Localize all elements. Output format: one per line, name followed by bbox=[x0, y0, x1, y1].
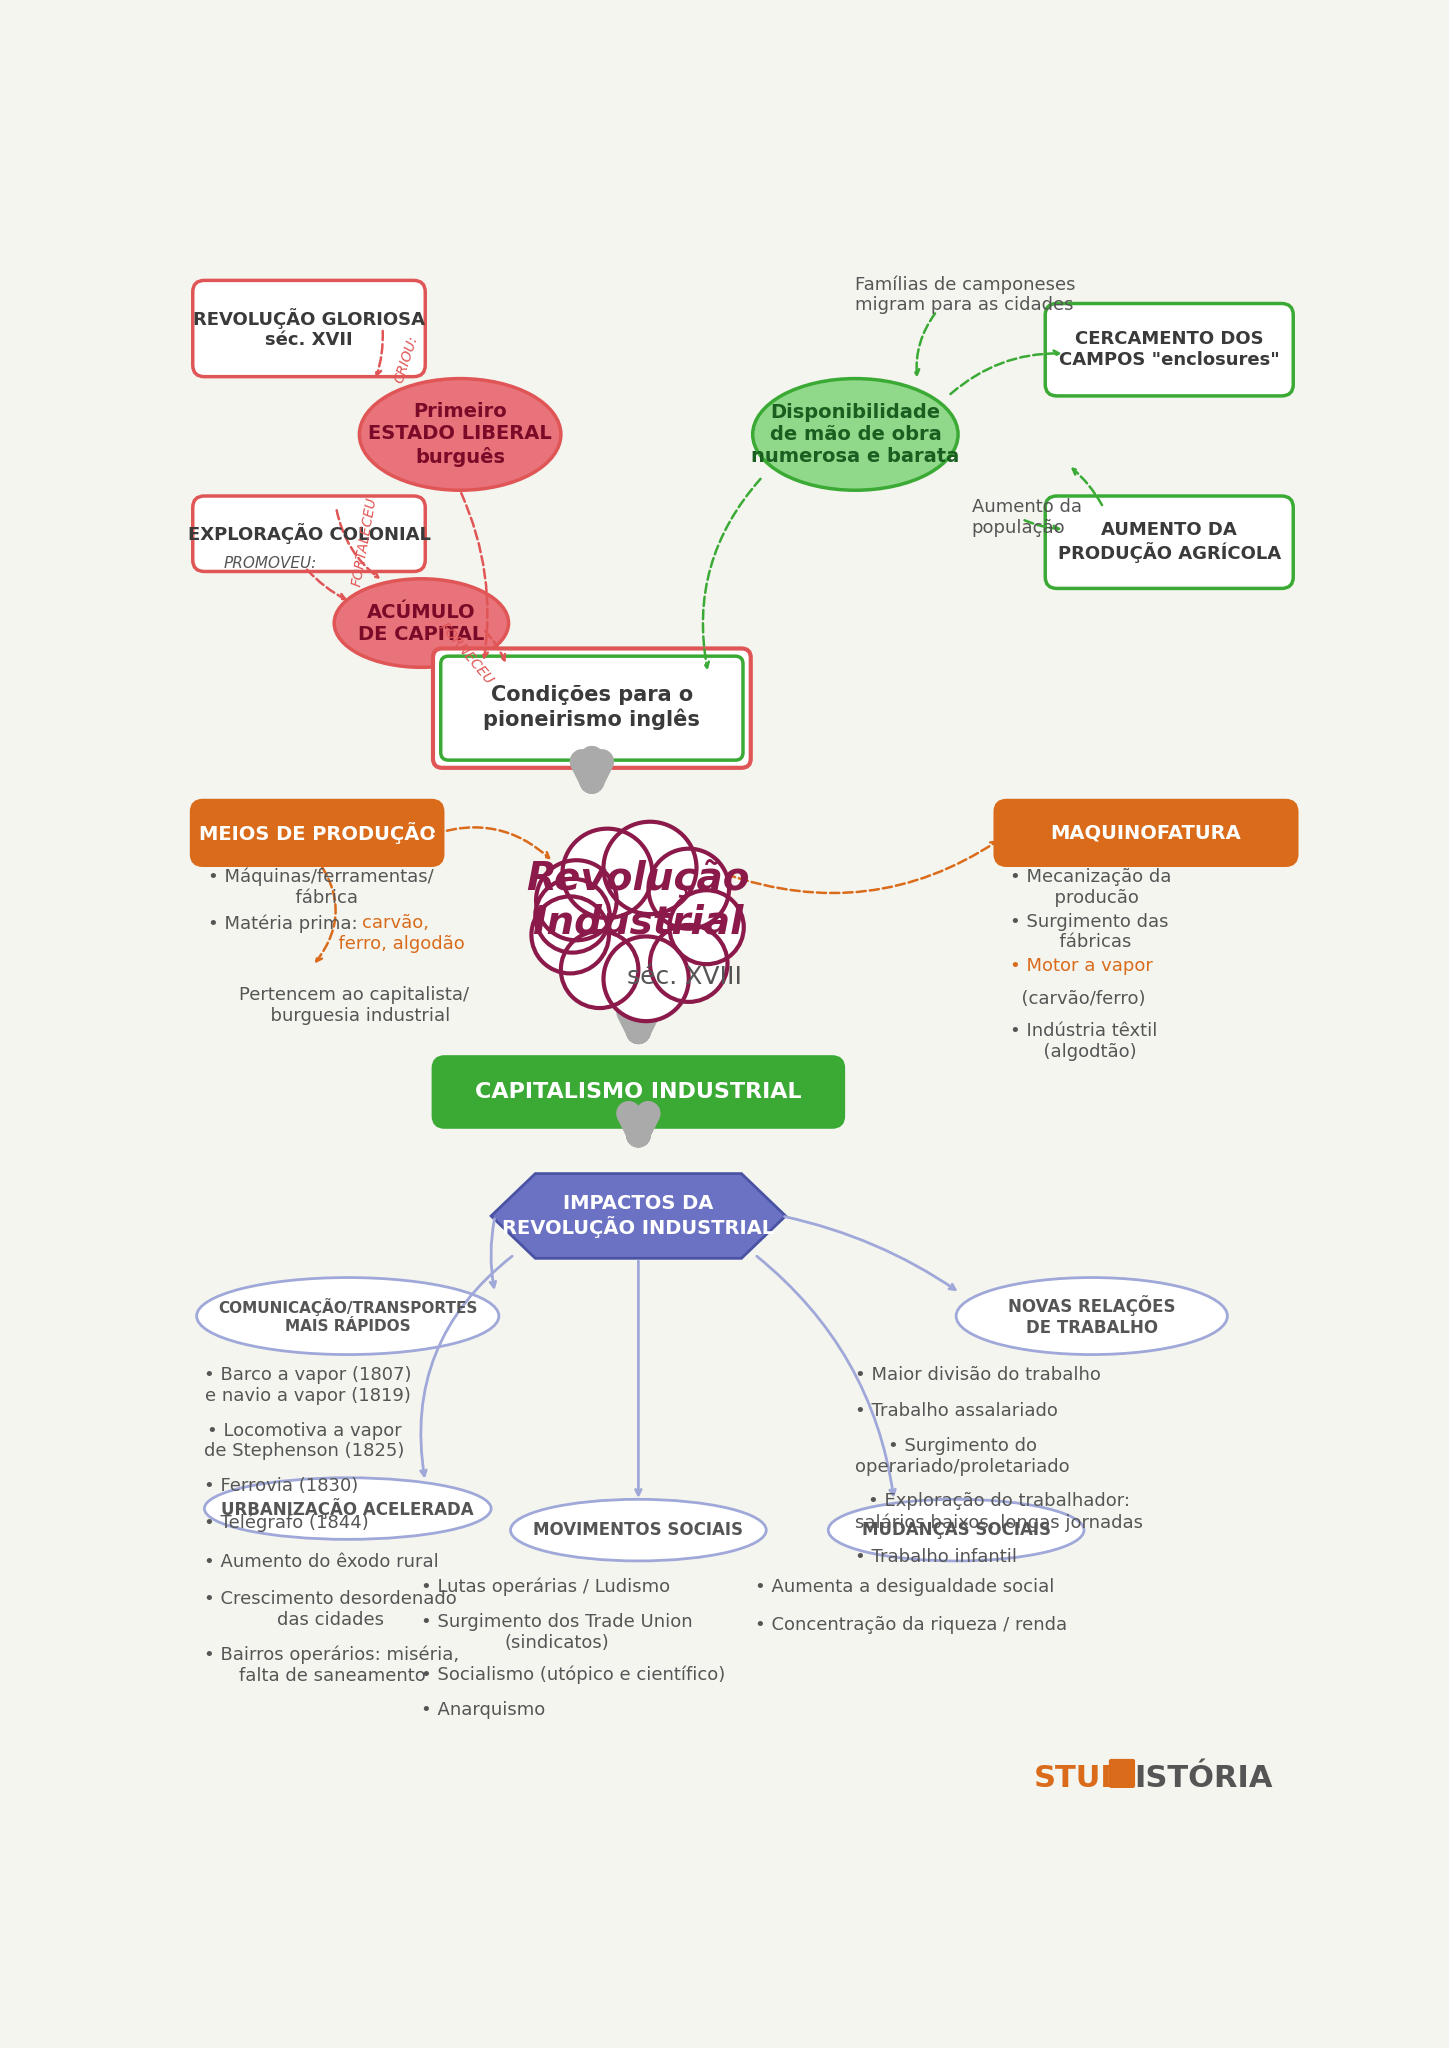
Text: IMPACTOS DA
REVOLUÇÃO INDUSTRIAL: IMPACTOS DA REVOLUÇÃO INDUSTRIAL bbox=[503, 1194, 774, 1239]
Ellipse shape bbox=[359, 379, 561, 489]
Ellipse shape bbox=[197, 1278, 498, 1354]
Circle shape bbox=[603, 821, 697, 913]
Text: EXPLORAÇÃO COLONIAL: EXPLORAÇÃO COLONIAL bbox=[187, 522, 430, 545]
Circle shape bbox=[669, 891, 743, 965]
Text: MEIOS DE PRODUÇÃO: MEIOS DE PRODUÇÃO bbox=[199, 821, 436, 844]
Text: REVOLUÇÃO GLORIOSA
séc. XVII: REVOLUÇÃO GLORIOSA séc. XVII bbox=[193, 307, 425, 350]
FancyBboxPatch shape bbox=[1045, 303, 1294, 395]
Text: CAPITALISMO INDUSTRIAL: CAPITALISMO INDUSTRIAL bbox=[475, 1081, 801, 1102]
Text: • Trabalho assalariado: • Trabalho assalariado bbox=[855, 1401, 1058, 1419]
Text: • Aumento do êxodo rural: • Aumento do êxodo rural bbox=[204, 1552, 439, 1571]
Circle shape bbox=[536, 860, 617, 940]
FancyBboxPatch shape bbox=[433, 1057, 843, 1126]
Text: NOVAS RELAÇÕES
DE TRABALHO: NOVAS RELAÇÕES DE TRABALHO bbox=[1009, 1294, 1175, 1337]
Circle shape bbox=[561, 932, 639, 1008]
Text: • Telégrafo (1844): • Telégrafo (1844) bbox=[204, 1513, 369, 1532]
Circle shape bbox=[577, 862, 700, 985]
Circle shape bbox=[651, 926, 727, 1001]
Text: CERCAMENTO DOS
CAMPOS "enclosures": CERCAMENTO DOS CAMPOS "enclosures" bbox=[1059, 330, 1279, 369]
Text: ACÚMULO
DE CAPITAL: ACÚMULO DE CAPITAL bbox=[358, 602, 484, 643]
Text: Revolução
Industrial: Revolução Industrial bbox=[526, 858, 751, 942]
Text: • Surgimento dos Trade Union
(sindicatos): • Surgimento dos Trade Union (sindicatos… bbox=[422, 1614, 693, 1653]
Text: • Bairros operários: miséria,
falta de saneamento: • Bairros operários: miséria, falta de s… bbox=[204, 1647, 459, 1686]
Circle shape bbox=[535, 879, 610, 952]
Text: ISTÓRIA: ISTÓRIA bbox=[1135, 1763, 1272, 1792]
Text: AUMENTO DA
PRODUÇÃO AGRÍCOLA: AUMENTO DA PRODUÇÃO AGRÍCOLA bbox=[1058, 520, 1281, 563]
Polygon shape bbox=[491, 1174, 785, 1257]
FancyBboxPatch shape bbox=[193, 496, 425, 571]
Text: COMUNICAÇÃO/TRANSPORTES
MAIS RÁPIDOS: COMUNICAÇÃO/TRANSPORTES MAIS RÁPIDOS bbox=[217, 1298, 477, 1333]
Text: carvão,
  ferro, algodão: carvão, ferro, algodão bbox=[327, 913, 465, 952]
Text: Pertencem ao capitalista/
  burguesia industrial: Pertencem ao capitalista/ burguesia indu… bbox=[239, 987, 469, 1026]
Text: séc. XVIII: séc. XVIII bbox=[627, 965, 742, 989]
Text: MAQUINOFATURA: MAQUINOFATURA bbox=[1051, 823, 1242, 842]
Text: • Crescimento desordenado
das cidades: • Crescimento desordenado das cidades bbox=[204, 1589, 456, 1628]
Circle shape bbox=[532, 897, 609, 973]
Ellipse shape bbox=[829, 1499, 1084, 1561]
Text: MUDANÇAS SOCIAIS: MUDANÇAS SOCIAIS bbox=[862, 1522, 1051, 1540]
Text: • Máquinas/ferramentas/
  fábrica: • Máquinas/ferramentas/ fábrica bbox=[209, 868, 435, 907]
Ellipse shape bbox=[752, 379, 958, 489]
Text: Primeiro
ESTADO LIBERAL
burguês: Primeiro ESTADO LIBERAL burguês bbox=[368, 401, 552, 467]
Text: • Lutas operárias / Ludismo: • Lutas operárias / Ludismo bbox=[422, 1577, 671, 1595]
Text: • Surgimento das
  fábricas: • Surgimento das fábricas bbox=[1010, 913, 1169, 952]
Text: STUD: STUD bbox=[1033, 1763, 1126, 1792]
Ellipse shape bbox=[204, 1479, 491, 1540]
Text: • Maior divisão do trabalho: • Maior divisão do trabalho bbox=[855, 1366, 1101, 1384]
Text: Condições para o
pioneirismo inglês: Condições para o pioneirismo inglês bbox=[484, 686, 700, 731]
Text: PROMOVEU:: PROMOVEU: bbox=[223, 555, 317, 571]
Text: • Indústria têxtil
  (algodtão): • Indústria têxtil (algodtão) bbox=[1010, 1022, 1158, 1061]
Text: • Locomotiva a vapor
de Stephenson (1825): • Locomotiva a vapor de Stephenson (1825… bbox=[204, 1421, 404, 1460]
FancyBboxPatch shape bbox=[191, 801, 443, 866]
Circle shape bbox=[562, 829, 652, 918]
Text: (carvão/ferro): (carvão/ferro) bbox=[1010, 989, 1146, 1008]
Text: • Barco a vapor (1807)
e navio a vapor (1819): • Barco a vapor (1807) e navio a vapor (… bbox=[204, 1366, 412, 1405]
FancyBboxPatch shape bbox=[440, 655, 743, 760]
Text: • Matéria prima:: • Matéria prima: bbox=[209, 913, 364, 932]
Ellipse shape bbox=[335, 580, 509, 668]
Text: • Surgimento do
operariado/proletariado: • Surgimento do operariado/proletariado bbox=[855, 1438, 1069, 1477]
Text: MOVIMENTOS SOCIAIS: MOVIMENTOS SOCIAIS bbox=[533, 1522, 743, 1540]
Ellipse shape bbox=[956, 1278, 1227, 1354]
FancyBboxPatch shape bbox=[193, 281, 425, 377]
Circle shape bbox=[603, 936, 688, 1022]
Text: • Trabalho infantil: • Trabalho infantil bbox=[855, 1548, 1017, 1567]
Text: FORTALECEU: FORTALECEU bbox=[351, 496, 380, 588]
Ellipse shape bbox=[510, 1499, 767, 1561]
Circle shape bbox=[649, 848, 729, 928]
Text: • Mecanização da
  producão: • Mecanização da producão bbox=[1010, 868, 1172, 907]
Text: Famílias de camponeses
migram para as cidades: Famílias de camponeses migram para as ci… bbox=[855, 274, 1075, 313]
Text: • Aumenta a desigualdade social: • Aumenta a desigualdade social bbox=[755, 1577, 1053, 1595]
Text: • Exploração do trabalhador:
salários baixos, longas jornadas: • Exploração do trabalhador: salários ba… bbox=[855, 1493, 1143, 1532]
Text: • Socialismo (utópico e científico): • Socialismo (utópico e científico) bbox=[422, 1665, 726, 1683]
Text: • Motor a vapor: • Motor a vapor bbox=[1010, 956, 1153, 975]
FancyBboxPatch shape bbox=[433, 649, 751, 768]
Text: Aumento da
população: Aumento da população bbox=[972, 498, 1081, 537]
FancyBboxPatch shape bbox=[1045, 496, 1294, 588]
Text: URBANIZAÇÃO ACELERADA: URBANIZAÇÃO ACELERADA bbox=[222, 1497, 474, 1520]
Text: • Concentração da riqueza / renda: • Concentração da riqueza / renda bbox=[755, 1616, 1066, 1634]
FancyBboxPatch shape bbox=[995, 801, 1297, 866]
FancyBboxPatch shape bbox=[1110, 1759, 1135, 1788]
Text: • Anarquismo: • Anarquismo bbox=[422, 1702, 546, 1718]
Text: CRIOU:: CRIOU: bbox=[391, 334, 420, 385]
Text: • Ferrovia (1830): • Ferrovia (1830) bbox=[204, 1477, 358, 1495]
Text: FORNECEU: FORNECEU bbox=[436, 621, 496, 688]
Text: Disponibilidade
de mão de obra
numerosa e barata: Disponibilidade de mão de obra numerosa … bbox=[751, 403, 959, 465]
